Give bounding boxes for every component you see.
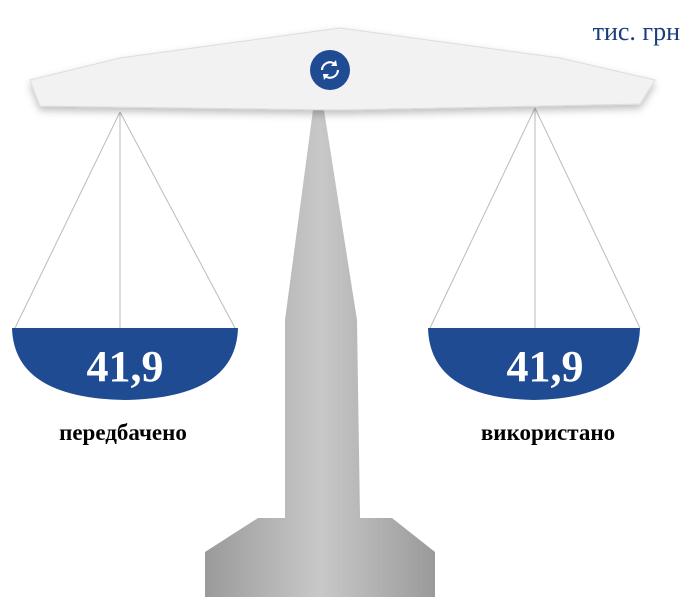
center-icon [310, 50, 350, 90]
scale-infographic: тис. грн 41,9 41,9 передбачено використа… [0, 0, 685, 597]
pan-label: використано [481, 420, 615, 445]
pan-label: передбачено [59, 420, 187, 445]
pan-value: 41,9 [87, 342, 164, 391]
pan-value: 41,9 [507, 342, 584, 391]
stand [205, 110, 435, 597]
unit: тис. грн [593, 17, 680, 46]
